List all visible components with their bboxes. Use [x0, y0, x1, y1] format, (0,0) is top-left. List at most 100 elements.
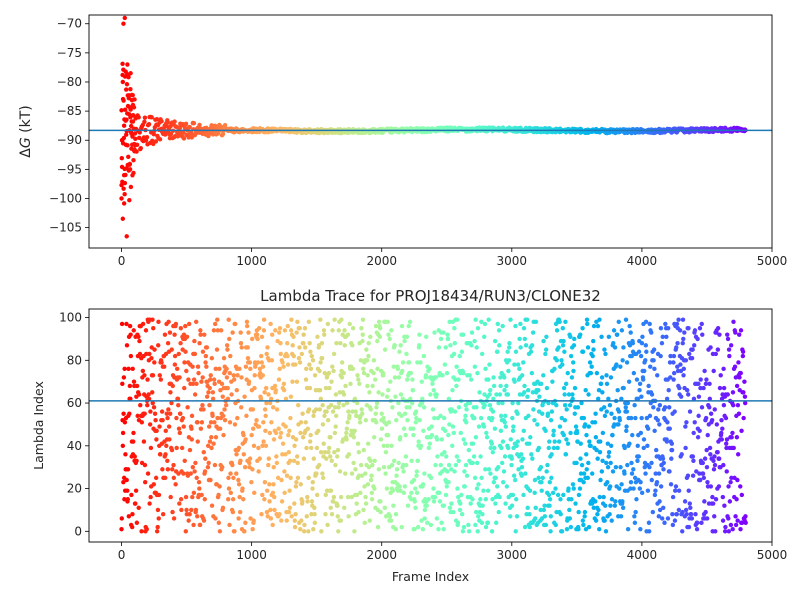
lambda-point	[561, 492, 566, 498]
lambda-point	[611, 341, 616, 346]
lambda-point	[667, 405, 672, 410]
lambda-point	[680, 317, 686, 322]
lambda-point	[733, 514, 738, 519]
lambda-point	[168, 494, 173, 500]
lambda-point	[278, 341, 283, 346]
lambda-point	[121, 375, 127, 380]
lambda-point	[609, 411, 614, 416]
lambda-point	[427, 441, 433, 446]
lambda-point	[333, 413, 339, 419]
lambda-point	[397, 484, 402, 489]
lambda-point	[707, 381, 712, 387]
dg-point	[127, 161, 133, 167]
lambda-point	[306, 319, 312, 325]
lambda-point	[331, 494, 337, 500]
lambda-point	[537, 394, 542, 399]
lambda-point	[568, 353, 574, 359]
lambda-point	[443, 345, 448, 350]
dg-point	[119, 182, 124, 188]
lambda-point	[647, 321, 652, 327]
lambda-point	[156, 516, 161, 521]
lambda-point	[667, 426, 672, 431]
lambda-point	[473, 522, 478, 528]
lambda-point	[734, 383, 740, 389]
lambda-point	[442, 362, 448, 367]
lambda-point	[133, 488, 139, 493]
lambda-point	[490, 497, 495, 502]
lambda-point	[259, 353, 264, 359]
lambda-point	[267, 400, 273, 406]
lambda-point	[336, 405, 341, 410]
lambda-point	[200, 349, 206, 354]
lambda-point	[527, 512, 532, 517]
lambda-point	[304, 445, 309, 451]
lambda-point	[445, 332, 450, 337]
lambda-point	[656, 471, 662, 476]
lambda-point	[363, 494, 368, 500]
lambda-point	[508, 514, 513, 519]
lambda-point	[606, 454, 611, 459]
lambda-point	[188, 471, 193, 476]
lambda-point	[385, 319, 390, 325]
dg-point	[137, 130, 142, 135]
lambda-point	[660, 334, 665, 339]
lambda-point	[211, 377, 217, 382]
lambda-point	[342, 505, 347, 510]
lambda-point	[189, 437, 194, 442]
lambda-point	[373, 411, 378, 416]
lambda-point	[200, 402, 205, 408]
lambda-point	[293, 484, 299, 489]
lambda-point	[172, 332, 177, 337]
lambda-point	[287, 458, 293, 463]
lambda-point	[152, 347, 157, 352]
lambda-point	[160, 512, 166, 517]
lambda-point	[450, 424, 456, 429]
lambda-point	[282, 490, 287, 496]
lambda-point	[451, 430, 456, 436]
lambda-point	[538, 464, 544, 470]
lambda-point	[499, 445, 504, 451]
lambda-point	[649, 392, 655, 397]
lambda-point	[359, 473, 365, 478]
lambda-point	[162, 332, 168, 337]
lambda-point	[329, 379, 334, 384]
lambda-point	[426, 445, 432, 451]
lambda-point	[599, 469, 605, 474]
lambda-point	[463, 441, 468, 446]
lambda-point	[472, 338, 477, 344]
lambda-point	[362, 520, 368, 525]
lambda-point	[354, 413, 359, 419]
dg-point	[149, 115, 154, 120]
lambda-point	[169, 447, 175, 453]
lambda-point	[366, 341, 371, 346]
lambda-point	[606, 334, 612, 339]
lambda-point	[658, 484, 664, 489]
lambda-point	[209, 445, 214, 451]
lambda-point	[700, 460, 705, 466]
lambda-point	[294, 479, 299, 485]
lambda-point	[263, 413, 268, 419]
lambda-point	[391, 503, 396, 508]
lambda-point	[310, 358, 316, 363]
lambda-point	[680, 509, 685, 515]
lambda-point	[708, 484, 714, 489]
lambda-point	[722, 503, 727, 508]
lambda-point	[483, 366, 488, 372]
lambda-point	[121, 479, 126, 485]
lambda-point	[655, 417, 660, 423]
lambda-point	[357, 381, 362, 387]
lambda-point	[152, 411, 158, 416]
lambda-point	[259, 360, 264, 365]
lambda-point	[428, 522, 434, 528]
lambda-point	[619, 396, 624, 401]
dg-point	[131, 170, 136, 176]
lambda-point	[165, 415, 170, 421]
lambda-point	[344, 437, 349, 442]
lambda-point	[123, 452, 128, 457]
lambda-point	[478, 415, 484, 421]
lambda-point	[293, 512, 298, 517]
lambda-point	[283, 396, 289, 401]
lambda-point	[521, 428, 526, 434]
lambda-point	[694, 469, 699, 474]
lambda-point	[126, 366, 131, 372]
